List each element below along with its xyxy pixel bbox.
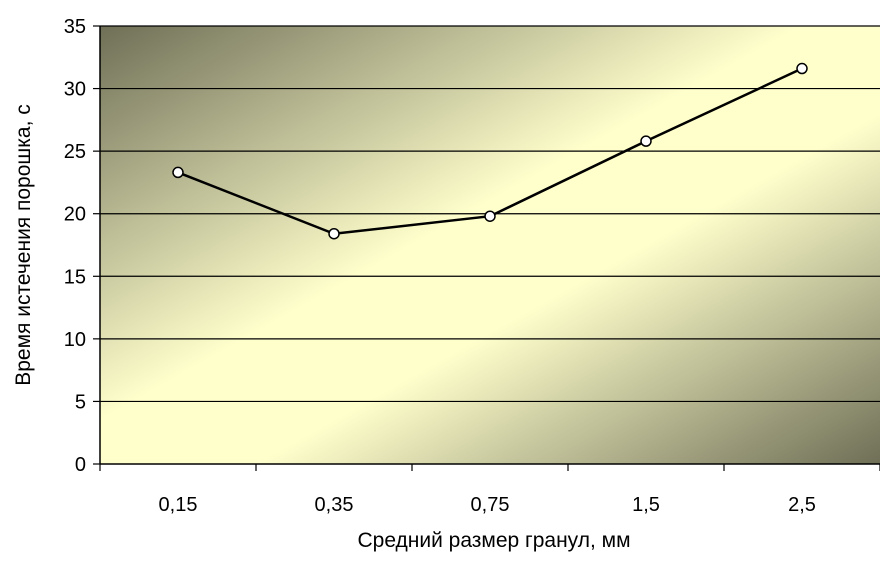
y-tick-label: 0 [75, 454, 86, 476]
y-tick-labels: 0 5 10 15 20 25 30 35 [64, 16, 86, 476]
y-axis-title: Время истечения порошка, с [12, 104, 35, 386]
data-point [796, 62, 808, 75]
y-tick-label: 15 [64, 266, 86, 288]
x-axis-title: Средний размер гранул, мм [357, 529, 630, 552]
y-tick-label: 25 [64, 141, 86, 163]
axes [93, 25, 880, 471]
x-tick-label: 0,75 [471, 494, 510, 516]
x-tick-label: 1,5 [632, 494, 660, 516]
data-point [640, 135, 652, 147]
y-tick-label: 5 [75, 391, 86, 413]
gridlines [100, 25, 880, 403]
x-tick-label: 0,35 [315, 494, 354, 516]
data-point [328, 227, 340, 240]
x-tick-labels: 0,15 0,35 0,75 1,5 2,5 [159, 494, 816, 516]
data-point [484, 210, 496, 222]
y-tick-label: 20 [64, 204, 86, 226]
x-tick-label: 2,5 [788, 494, 816, 516]
y-tick-label: 10 [64, 329, 86, 351]
plot-area [100, 26, 880, 464]
series [172, 62, 808, 240]
y-tick-label: 30 [64, 79, 86, 101]
x-tick-label: 0,15 [159, 494, 198, 516]
y-tick-label: 35 [64, 16, 86, 38]
data-point [172, 166, 184, 179]
